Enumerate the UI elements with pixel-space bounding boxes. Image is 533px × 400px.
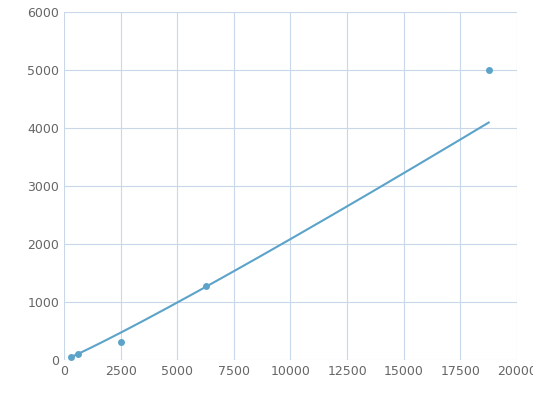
Point [116, 339, 125, 345]
Point [67, 353, 75, 360]
Point [201, 283, 210, 290]
Point [484, 67, 493, 73]
Point [74, 350, 83, 357]
